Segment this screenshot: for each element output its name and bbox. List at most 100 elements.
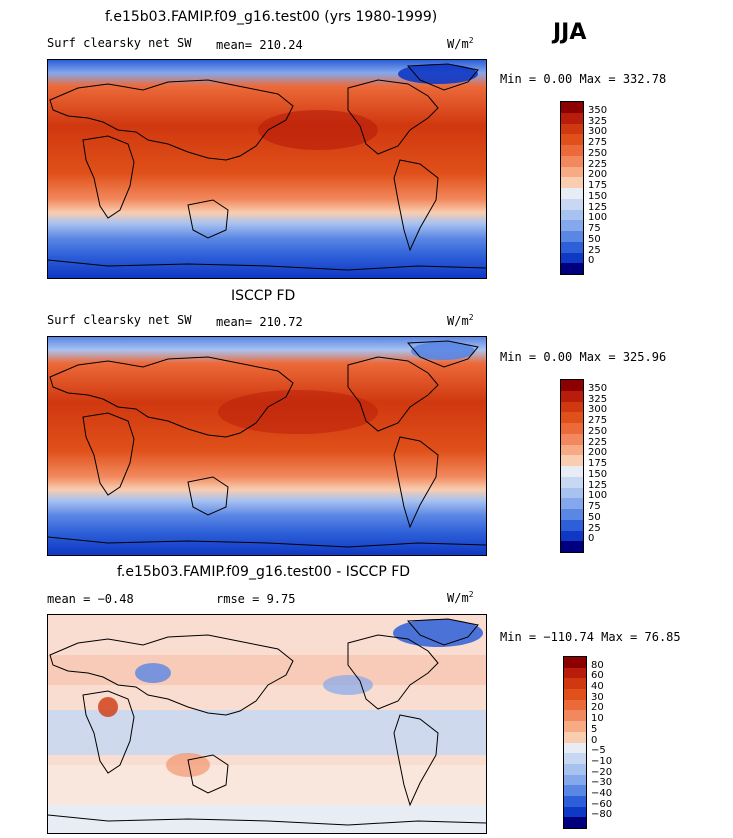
colorbar-tick-label: 75: [588, 223, 601, 234]
colorbar-tick-label: 50: [588, 511, 601, 523]
colorbar-swatch: [564, 817, 586, 828]
colorbar-swatch: [561, 209, 583, 221]
panel-2-colorbar: [560, 379, 584, 553]
colorbar-swatch: [564, 785, 586, 796]
colorbar-tick-label: 275: [588, 415, 608, 426]
colorbar-tick-label: 25: [588, 244, 601, 256]
colorbar-swatch: [564, 774, 586, 786]
panel-3-minmax: Min = −110.74 Max = 76.85: [500, 630, 681, 644]
colorbar-tick-label: 25: [588, 522, 601, 534]
colorbar-swatch: [564, 806, 586, 818]
colorbar-tick-label: 40: [591, 681, 604, 693]
colorbar-swatch: [561, 455, 583, 466]
colorbar-tick-label: 10: [591, 713, 604, 725]
colorbar-swatch: [561, 390, 583, 402]
colorbar-tick-label: 150: [588, 190, 608, 202]
panel-3-map: [47, 614, 487, 834]
colorbar-tick-label: 200: [588, 447, 608, 459]
colorbar-swatch: [564, 753, 586, 764]
colorbar-tick-label: −60: [591, 798, 613, 810]
colorbar-swatch: [561, 145, 583, 156]
panel-1-map: [47, 59, 487, 279]
colorbar-swatch: [564, 795, 586, 807]
colorbar-swatch: [561, 263, 583, 274]
colorbar-swatch: [561, 423, 583, 434]
colorbar-tick-label: 100: [588, 490, 608, 502]
colorbar-swatch: [564, 710, 586, 722]
colorbar-swatch: [564, 763, 586, 775]
colorbar-tick-label: 50: [588, 233, 601, 245]
colorbar-swatch: [561, 112, 583, 124]
colorbar-swatch: [561, 498, 583, 509]
colorbar-swatch: [561, 487, 583, 499]
colorbar-tick-label: 150: [588, 468, 608, 480]
panel-3-rmse: rmse = 9.75: [216, 592, 296, 606]
colorbar-tick-label: 225: [588, 436, 608, 448]
colorbar-swatch: [564, 678, 586, 690]
colorbar-tick-label: 175: [588, 458, 608, 469]
colorbar-swatch: [561, 444, 583, 456]
colorbar-tick-label: −5: [591, 745, 606, 757]
colorbar-swatch: [561, 166, 583, 178]
colorbar-tick-label: 350: [588, 382, 608, 394]
season-label: JJA: [553, 20, 587, 45]
colorbar-swatch: [561, 123, 583, 135]
colorbar-swatch: [561, 231, 583, 242]
colorbar-swatch: [564, 657, 586, 668]
panel-3-units: W/m2: [447, 590, 474, 605]
panel-2-variable: Surf clearsky net SW: [47, 313, 192, 327]
colorbar-tick-label: 125: [588, 479, 608, 491]
colorbar-tick-label: −40: [591, 787, 613, 799]
panel-2-title: ISCCP FD: [231, 288, 296, 304]
panel-1-map-field: [47, 60, 487, 278]
colorbar-tick-label: 200: [588, 169, 608, 181]
colorbar-tick-label: −30: [591, 777, 613, 789]
panel-2-mean: mean= 210.72: [216, 315, 303, 329]
colorbar-swatch: [561, 177, 583, 188]
colorbar-tick-label: 250: [588, 425, 608, 437]
colorbar-tick-label: 350: [588, 104, 608, 116]
panel-3-mean: mean = −0.48: [47, 592, 134, 606]
colorbar-swatch: [561, 476, 583, 488]
colorbar-swatch: [561, 509, 583, 520]
panel-2-minmax: Min = 0.00 Max = 325.96: [500, 350, 667, 364]
colorbar-swatch: [561, 466, 583, 477]
panel-1-units: W/m2: [447, 36, 474, 51]
colorbar-swatch: [561, 252, 583, 264]
panel-1-colorbar: [560, 101, 584, 275]
colorbar-swatch: [561, 541, 583, 552]
panel-3-title: f.e15b03.FAMIP.f09_g16.test00 - ISCCP FD: [117, 564, 411, 580]
colorbar-tick-label: −20: [591, 766, 613, 778]
colorbar-swatch: [564, 699, 586, 711]
colorbar-swatch: [561, 530, 583, 542]
panel-2-map-field: [47, 337, 487, 555]
panel-1-minmax: Min = 0.00 Max = 332.78: [500, 72, 667, 86]
colorbar-tick-label: 325: [588, 115, 608, 127]
panel-3-map-field: [47, 615, 487, 833]
colorbar-tick-label: 300: [588, 126, 608, 138]
colorbar-tick-label: 300: [588, 404, 608, 416]
panel-3-colorbar: [563, 656, 587, 829]
colorbar-tick-label: 60: [591, 670, 604, 682]
colorbar-tick-label: 275: [588, 137, 608, 148]
colorbar-swatch: [561, 412, 583, 423]
panel-1-title: f.e15b03.FAMIP.f09_g16.test00 (yrs 1980-…: [105, 9, 438, 25]
colorbar-tick-label: 75: [588, 501, 601, 512]
colorbar-tick-label: 100: [588, 212, 608, 224]
colorbar-swatch: [561, 241, 583, 253]
colorbar-swatch: [561, 134, 583, 145]
colorbar-swatch: [561, 380, 583, 391]
colorbar-swatch: [561, 102, 583, 113]
colorbar-tick-label: 250: [588, 147, 608, 159]
colorbar-tick-label: 0: [591, 734, 598, 746]
panel-2-map: [47, 336, 487, 556]
colorbar-swatch: [561, 401, 583, 413]
colorbar-tick-label: 80: [591, 659, 604, 671]
colorbar-swatch: [564, 731, 586, 743]
colorbar-swatch: [564, 689, 586, 700]
colorbar-tick-label: 5: [591, 723, 598, 735]
colorbar-tick-label: 20: [591, 702, 604, 714]
colorbar-tick-label: 325: [588, 393, 608, 405]
colorbar-tick-label: 0: [588, 533, 595, 545]
colorbar-tick-label: 225: [588, 158, 608, 170]
